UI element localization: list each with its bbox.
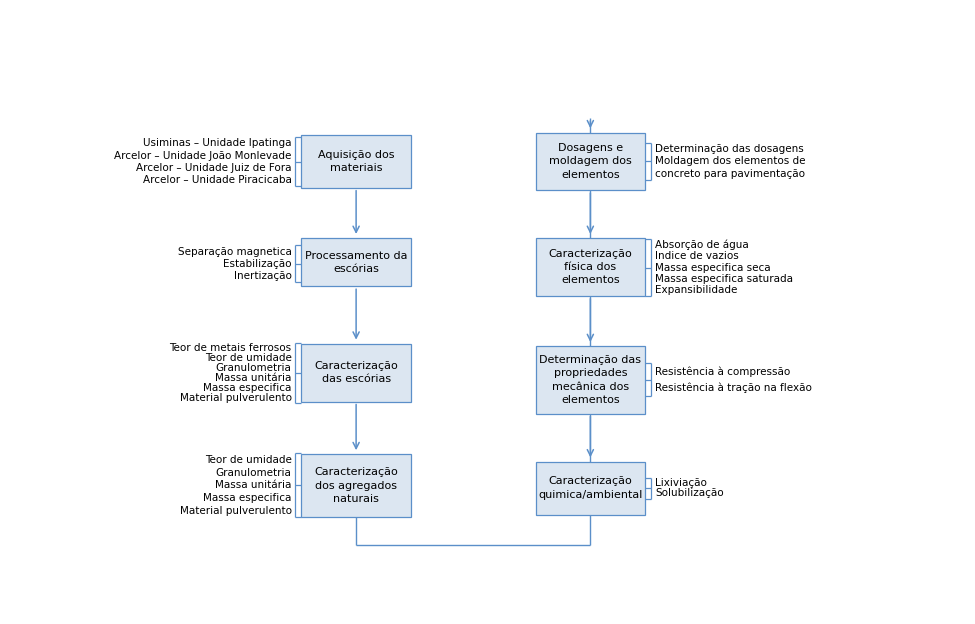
- Text: Arcelor – Unidade João Monlevade: Arcelor – Unidade João Monlevade: [114, 151, 292, 161]
- FancyBboxPatch shape: [301, 238, 410, 286]
- FancyBboxPatch shape: [301, 135, 410, 188]
- Text: Determinação das dosagens: Determinação das dosagens: [655, 144, 803, 154]
- Text: Massa unitária: Massa unitária: [215, 373, 292, 383]
- Text: Moldagem dos elementos de: Moldagem dos elementos de: [655, 157, 805, 167]
- Text: Lixiviação: Lixiviação: [655, 478, 707, 488]
- Text: Massa unitária: Massa unitária: [215, 480, 292, 490]
- Text: Massa especifica saturada: Massa especifica saturada: [655, 274, 793, 284]
- FancyBboxPatch shape: [535, 132, 645, 190]
- FancyBboxPatch shape: [301, 454, 410, 517]
- Text: Dosagens e
moldagem dos
elementos: Dosagens e moldagem dos elementos: [549, 143, 632, 180]
- Text: Caracterização
dos agregados
naturais: Caracterização dos agregados naturais: [314, 467, 398, 504]
- FancyBboxPatch shape: [301, 344, 410, 402]
- Text: concreto para pavimentação: concreto para pavimentação: [655, 168, 805, 178]
- Text: Usiminas – Unidade Ipatinga: Usiminas – Unidade Ipatinga: [143, 139, 292, 149]
- Text: Material pulverulento: Material pulverulento: [179, 392, 292, 402]
- Text: Material pulverulento: Material pulverulento: [179, 505, 292, 515]
- Text: Absorção de água: Absorção de água: [655, 240, 749, 250]
- Text: Granulometria: Granulometria: [215, 467, 292, 477]
- Text: Teor de umidade: Teor de umidade: [205, 455, 292, 465]
- Text: Determinação das
propriedades
mecânica dos
elementos: Determinação das propriedades mecânica d…: [539, 355, 642, 405]
- FancyBboxPatch shape: [535, 346, 645, 414]
- Text: Aquisição dos
materiais: Aquisição dos materiais: [318, 150, 394, 173]
- Text: Massa especifica seca: Massa especifica seca: [655, 263, 770, 273]
- Text: Massa especifica: Massa especifica: [203, 493, 292, 503]
- Text: Expansibilidade: Expansibilidade: [655, 285, 737, 295]
- Text: Resistência à tração na flexão: Resistência à tração na flexão: [655, 383, 812, 393]
- Text: Resistência à compressão: Resistência à compressão: [655, 366, 790, 377]
- Text: Caracterização
quimica/ambiental: Caracterização quimica/ambiental: [538, 477, 643, 500]
- Text: Massa especifica: Massa especifica: [203, 383, 292, 392]
- FancyBboxPatch shape: [535, 462, 645, 515]
- Text: Arcelor – Unidade Juiz de Fora: Arcelor – Unidade Juiz de Fora: [136, 163, 292, 173]
- Text: Arcelor – Unidade Piracicaba: Arcelor – Unidade Piracicaba: [142, 175, 292, 185]
- Text: Teor de umidade: Teor de umidade: [205, 353, 292, 363]
- Text: Indice de vazios: Indice de vazios: [655, 251, 739, 261]
- Text: Teor de metais ferrosos: Teor de metais ferrosos: [170, 343, 292, 353]
- Text: Caracterização
física dos
elementos: Caracterização física dos elementos: [549, 249, 632, 285]
- Text: Caracterização
das escórias: Caracterização das escórias: [314, 361, 398, 384]
- FancyBboxPatch shape: [535, 238, 645, 296]
- Text: Processamento da
escórias: Processamento da escórias: [305, 251, 408, 274]
- Text: Granulometria: Granulometria: [215, 363, 292, 373]
- Text: Separação magnetica: Separação magnetica: [177, 246, 292, 256]
- Text: Solubilização: Solubilização: [655, 489, 723, 499]
- Text: Estabilização: Estabilização: [223, 259, 292, 269]
- Text: Inertização: Inertização: [234, 271, 292, 281]
